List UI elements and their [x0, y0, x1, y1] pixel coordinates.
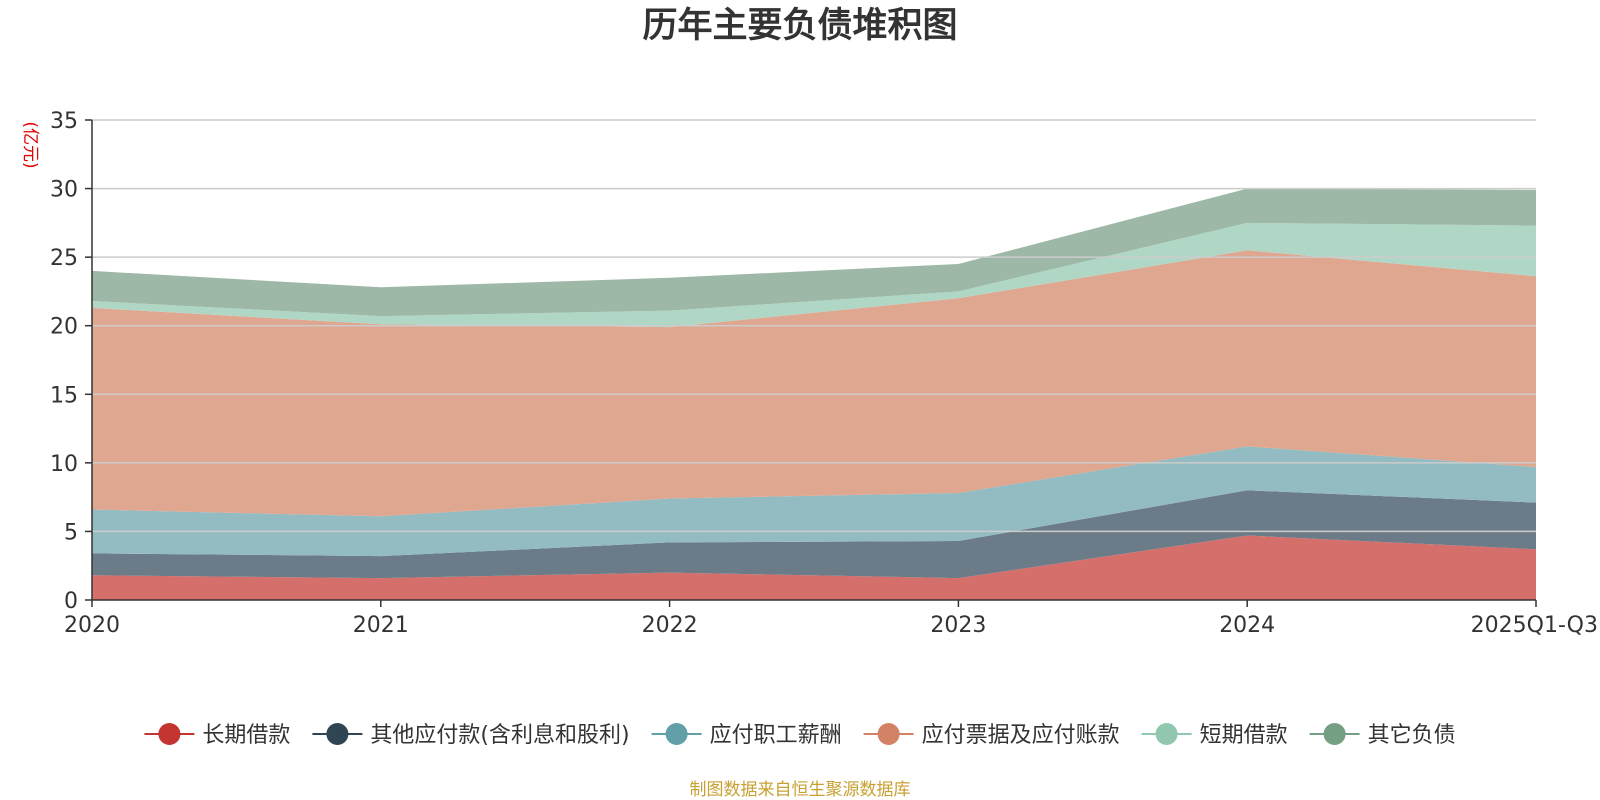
x-tick-label: 2021	[353, 613, 409, 638]
areas-layer	[92, 188, 1536, 600]
legend-circle-icon	[326, 723, 349, 745]
x-tick-label: 2023	[930, 613, 986, 638]
legend: 长期借款 其他应付款(含利息和股利) 应付职工薪酬 应付票据及应付账款 短期借款 其它负债	[144, 723, 1456, 748]
x-tick-label: 2022	[642, 613, 698, 638]
gridlines	[92, 119, 1536, 533]
legend-label: 其它负债	[1368, 723, 1456, 748]
legend-circle-icon	[665, 723, 688, 745]
legend-circle-icon	[877, 723, 900, 745]
legend-item[interactable]: 其它负债	[1309, 723, 1456, 748]
legend-label: 应付票据及应付账款	[922, 723, 1120, 748]
legend-circle-icon	[1155, 723, 1178, 745]
y-tick-label: 25	[50, 246, 78, 271]
legend-item[interactable]: 应付票据及应付账款	[863, 723, 1120, 748]
area-series-0	[92, 535, 1536, 600]
y-tick-label: 5	[64, 520, 78, 545]
y-tick-label: 0	[64, 589, 78, 614]
axes: 0 5 10 15 20 25 30 35 2020 2021 2022 2023 2024 2025Q1…	[50, 109, 1598, 638]
legend-item[interactable]: 短期借款	[1141, 723, 1288, 748]
legend-circle-icon	[158, 723, 181, 745]
y-tick-label: 30	[50, 178, 78, 203]
y-unit-label: (亿元)	[20, 121, 40, 168]
x-tick-label: 2025Q1-Q3	[1471, 613, 1598, 638]
area-series-2	[92, 446, 1536, 557]
y-tick-label: 20	[50, 315, 78, 340]
legend-label: 其他应付款(含利息和股利)	[370, 723, 629, 748]
source-note: 制图数据来自恒生聚源数据库	[690, 780, 911, 800]
area-series-3	[92, 250, 1536, 517]
area-series-4	[92, 222, 1536, 328]
legend-label: 长期借款	[202, 723, 290, 748]
legend-circle-icon	[1323, 723, 1346, 745]
y-tick-label: 10	[50, 452, 78, 477]
y-tick-label: 15	[50, 383, 78, 408]
legend-label: 短期借款	[1200, 723, 1288, 748]
chart-title: 历年主要负债堆积图	[642, 6, 957, 46]
legend-item[interactable]: 长期借款	[144, 723, 290, 748]
y-tick-label: 35	[50, 109, 78, 134]
x-tick-label: 2024	[1219, 613, 1275, 638]
legend-item[interactable]: 应付职工薪酬	[651, 723, 842, 748]
x-tick-label: 2020	[64, 613, 120, 638]
legend-item[interactable]: 其他应付款(含利息和股利)	[312, 723, 630, 748]
legend-label: 应付职工薪酬	[710, 723, 842, 748]
area-series-5	[92, 188, 1536, 317]
area-series-1	[92, 490, 1536, 579]
